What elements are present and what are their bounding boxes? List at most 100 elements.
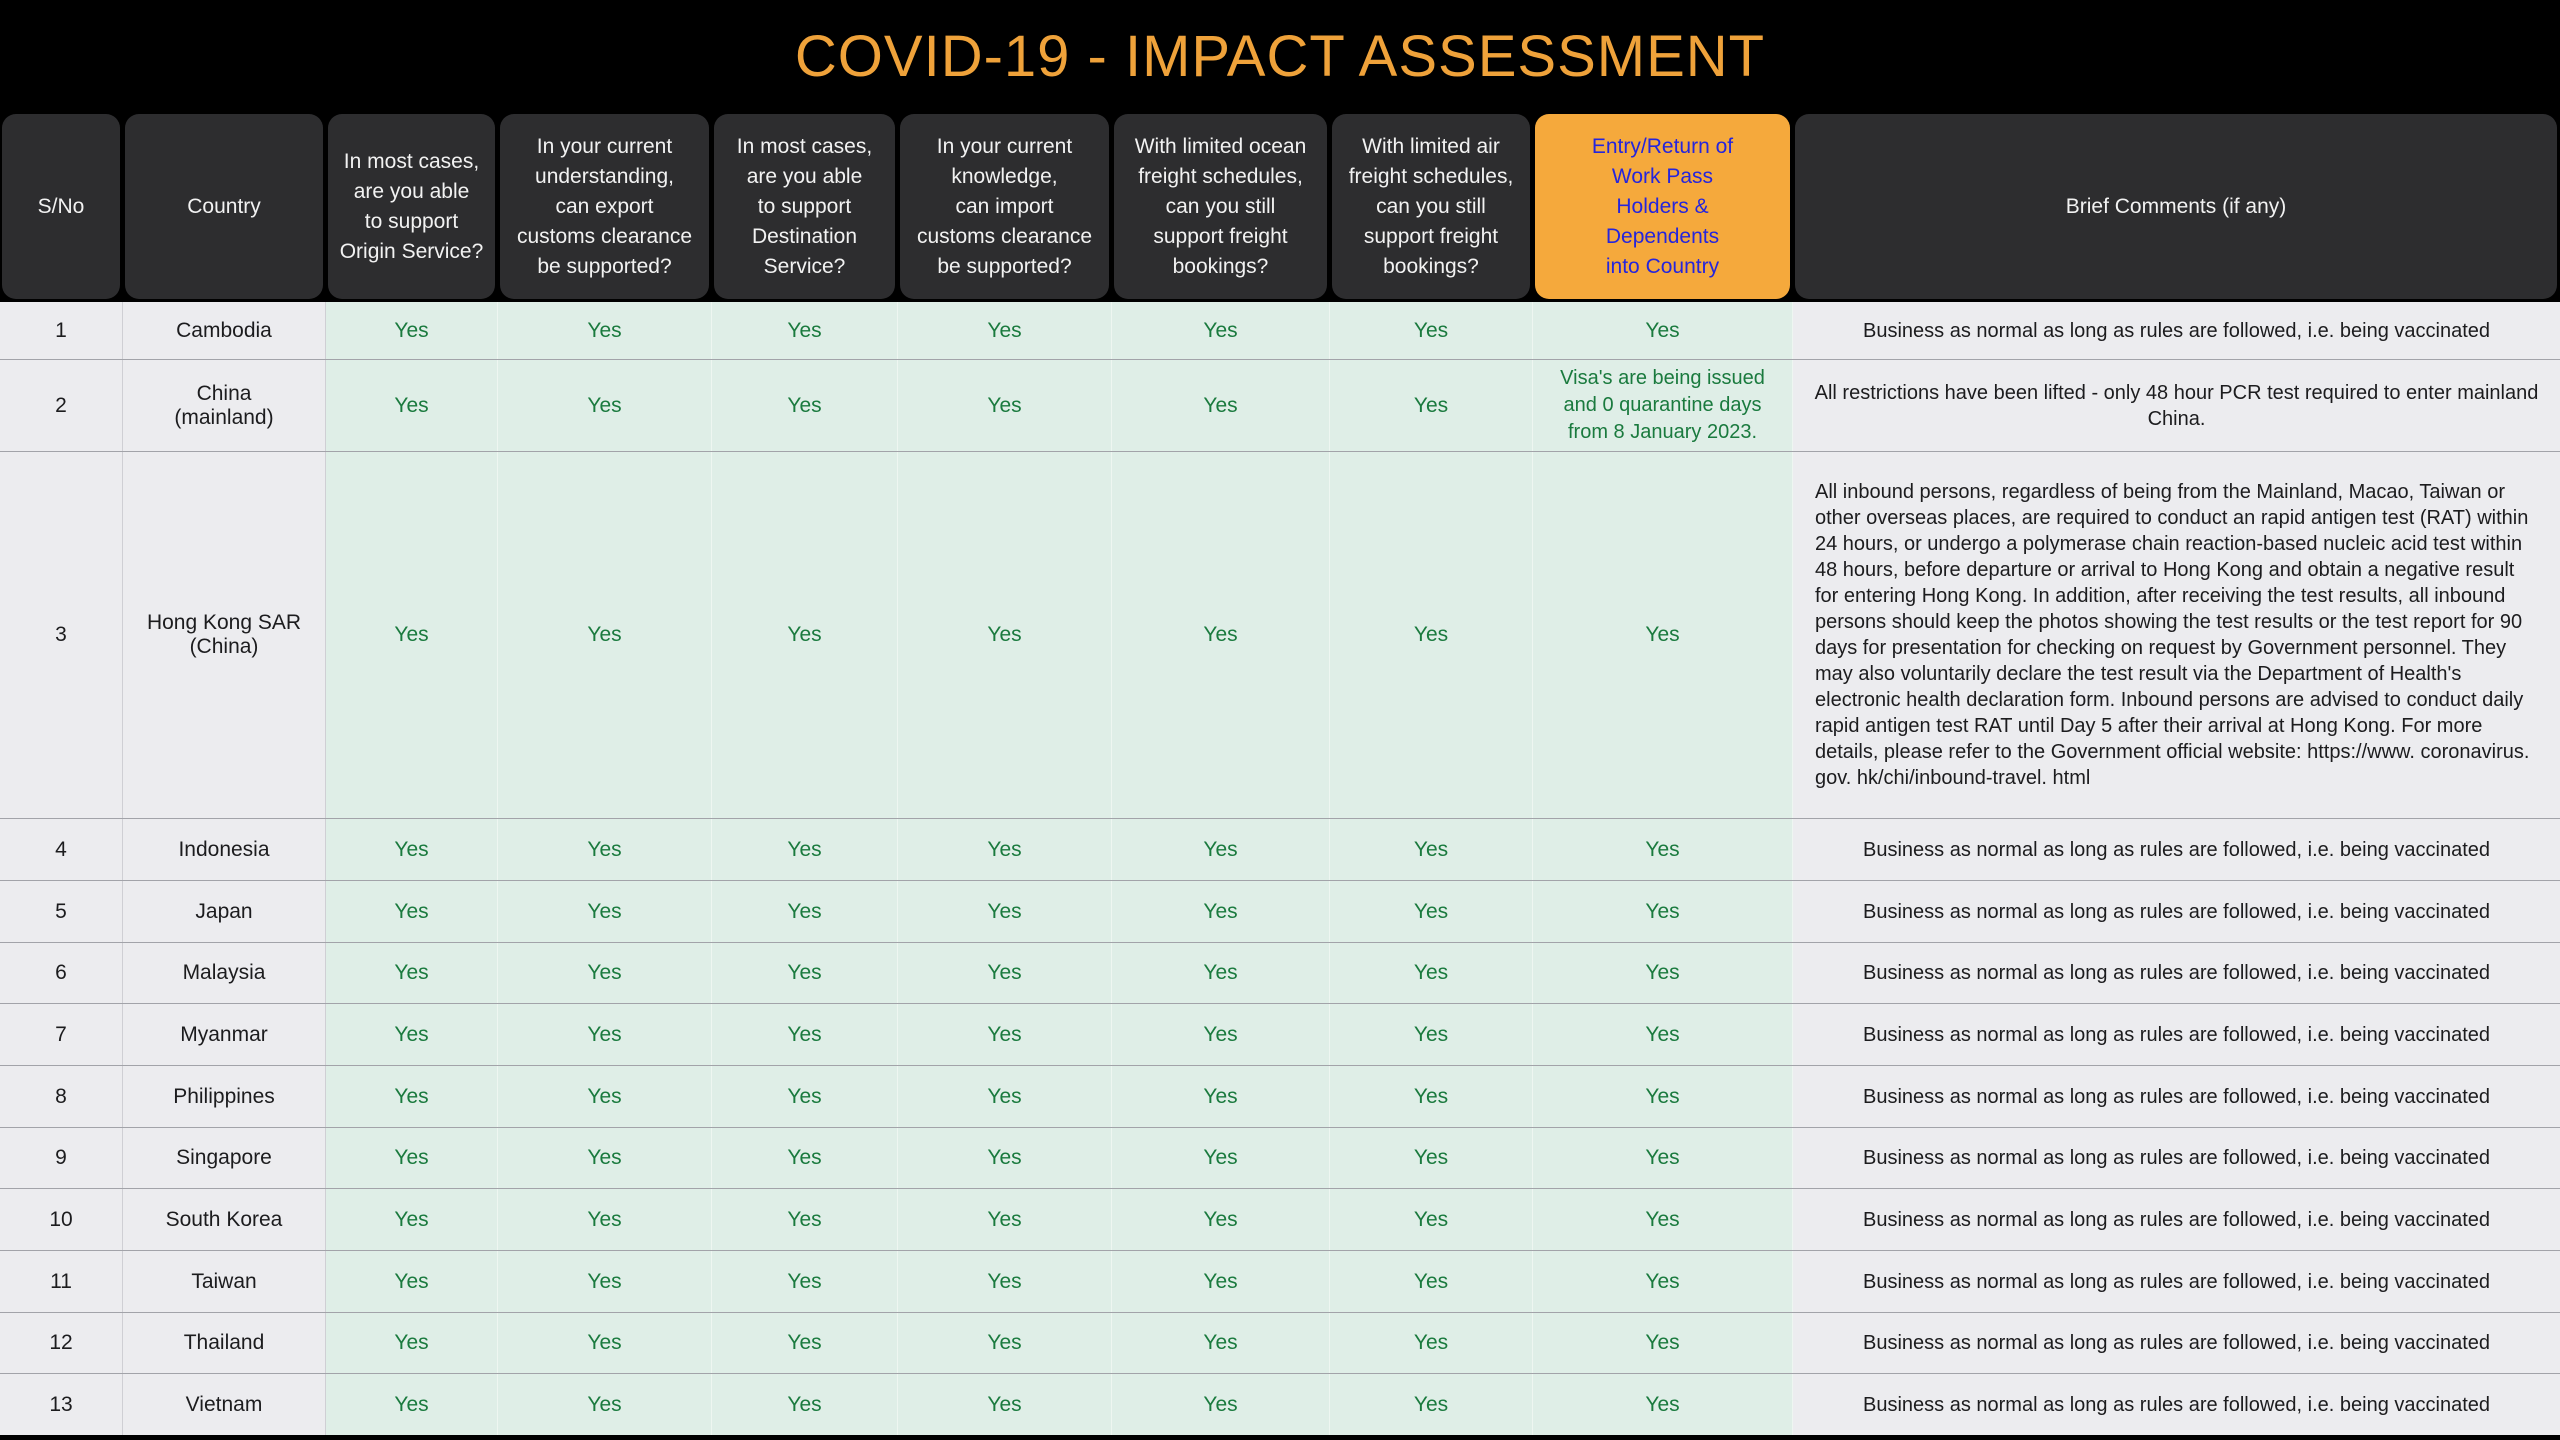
cell-comment: Business as normal as long as rules are … bbox=[1793, 1189, 2560, 1250]
cell-comment: Business as normal as long as rules are … bbox=[1793, 1313, 2560, 1373]
cell-answer: Yes bbox=[898, 819, 1112, 880]
cell-entry-return-status: Yes bbox=[1533, 1128, 1793, 1188]
cell-answer: Yes bbox=[898, 1374, 1112, 1435]
cell-answer: Yes bbox=[326, 1066, 498, 1127]
cell-answer: Yes bbox=[1112, 1066, 1330, 1127]
cell-answer: Yes bbox=[498, 881, 712, 942]
cell-entry-return-status: Yes bbox=[1533, 1004, 1793, 1065]
cell-comment: Business as normal as long as rules are … bbox=[1793, 1128, 2560, 1188]
cell-comment: Business as normal as long as rules are … bbox=[1793, 1004, 2560, 1065]
cell-answer: Yes bbox=[1112, 881, 1330, 942]
cell-answer: Yes bbox=[712, 302, 898, 359]
cell-answer: Yes bbox=[898, 1066, 1112, 1127]
cell-sno: 4 bbox=[0, 819, 123, 880]
cell-answer: Yes bbox=[1330, 943, 1533, 1003]
cell-entry-return-status: Yes bbox=[1533, 1251, 1793, 1312]
cell-answer: Yes bbox=[1330, 881, 1533, 942]
table-row: 3 Hong Kong SAR (China) Yes Yes Yes Yes Yes Yes… bbox=[0, 451, 2560, 818]
cell-answer: Yes bbox=[498, 819, 712, 880]
header-cell-country: Country bbox=[125, 114, 323, 299]
cell-answer: Yes bbox=[1330, 452, 1533, 818]
cell-answer: Yes bbox=[898, 360, 1112, 451]
cell-country: Japan bbox=[123, 881, 326, 942]
cell-answer: Yes bbox=[898, 1128, 1112, 1188]
cell-answer: Yes bbox=[1112, 1374, 1330, 1435]
cell-answer: Yes bbox=[1330, 1189, 1533, 1250]
cell-answer: Yes bbox=[1330, 1313, 1533, 1373]
table-row: 4 Indonesia Yes Yes Yes Yes Yes Yes Yes Business … bbox=[0, 818, 2560, 880]
cell-answer: Yes bbox=[1112, 1189, 1330, 1250]
cell-entry-return-status: Yes bbox=[1533, 1313, 1793, 1373]
cell-answer: Yes bbox=[1330, 1066, 1533, 1127]
cell-country: Thailand bbox=[123, 1313, 326, 1373]
cell-answer: Yes bbox=[712, 1004, 898, 1065]
header-cell-entry_return: Entry/Return of Work Pass Holders & Depe… bbox=[1535, 114, 1790, 299]
cell-answer: Yes bbox=[498, 943, 712, 1003]
cell-answer: Yes bbox=[712, 1313, 898, 1373]
cell-answer: Yes bbox=[498, 1128, 712, 1188]
cell-country: Philippines bbox=[123, 1066, 326, 1127]
cell-answer: Yes bbox=[1330, 1004, 1533, 1065]
table-row: 9 Singapore Yes Yes Yes Yes Yes Yes Yes Business … bbox=[0, 1127, 2560, 1188]
cell-comment: Business as normal as long as rules are … bbox=[1793, 881, 2560, 942]
cell-answer: Yes bbox=[326, 1251, 498, 1312]
cell-answer: Yes bbox=[326, 943, 498, 1003]
cell-answer: Yes bbox=[326, 1374, 498, 1435]
cell-entry-return-status: Yes bbox=[1533, 302, 1793, 359]
cell-entry-return-status: Yes bbox=[1533, 943, 1793, 1003]
cell-answer: Yes bbox=[712, 1066, 898, 1127]
cell-entry-return-status: Yes bbox=[1533, 1374, 1793, 1435]
cell-answer: Yes bbox=[1112, 819, 1330, 880]
cell-entry-return-status: Visa's are being issued and 0 quarantine… bbox=[1533, 360, 1793, 451]
cell-answer: Yes bbox=[498, 1374, 712, 1435]
cell-answer: Yes bbox=[712, 819, 898, 880]
cell-sno: 11 bbox=[0, 1251, 123, 1312]
table-header-row: S/No Country In most cases, are you able t… bbox=[0, 112, 2560, 302]
title-bar: COVID-19 - IMPACT ASSESSMENT bbox=[0, 0, 2560, 112]
cell-answer: Yes bbox=[1112, 943, 1330, 1003]
cell-answer: Yes bbox=[1330, 819, 1533, 880]
cell-country: China (mainland) bbox=[123, 360, 326, 451]
cell-answer: Yes bbox=[326, 819, 498, 880]
cell-answer: Yes bbox=[498, 1189, 712, 1250]
header-cell-air_freight: With limited air freight schedules, can … bbox=[1332, 114, 1530, 299]
header-cell-import_customs: In your current knowledge, can import cu… bbox=[900, 114, 1109, 299]
cell-answer: Yes bbox=[498, 1251, 712, 1312]
cell-country: Hong Kong SAR (China) bbox=[123, 452, 326, 818]
cell-comment: Business as normal as long as rules are … bbox=[1793, 1374, 2560, 1435]
cell-sno: 12 bbox=[0, 1313, 123, 1373]
header-cell-destination_service: In most cases, are you able to support D… bbox=[714, 114, 895, 299]
cell-comment: Business as normal as long as rules are … bbox=[1793, 302, 2560, 359]
cell-country: Myanmar bbox=[123, 1004, 326, 1065]
cell-answer: Yes bbox=[1112, 1313, 1330, 1373]
cell-answer: Yes bbox=[712, 1189, 898, 1250]
cell-answer: Yes bbox=[498, 360, 712, 451]
cell-answer: Yes bbox=[326, 452, 498, 818]
cell-answer: Yes bbox=[326, 360, 498, 451]
cell-answer: Yes bbox=[712, 360, 898, 451]
table-row: 2 China (mainland) Yes Yes Yes Yes Yes Yes Visa'… bbox=[0, 359, 2560, 451]
cell-answer: Yes bbox=[1112, 302, 1330, 359]
cell-answer: Yes bbox=[898, 302, 1112, 359]
cell-entry-return-status: Yes bbox=[1533, 819, 1793, 880]
header-cell-comments: Brief Comments (if any) bbox=[1795, 114, 2557, 299]
cell-entry-return-status: Yes bbox=[1533, 881, 1793, 942]
cell-answer: Yes bbox=[712, 1128, 898, 1188]
cell-country: Cambodia bbox=[123, 302, 326, 359]
cell-answer: Yes bbox=[1112, 1128, 1330, 1188]
cell-answer: Yes bbox=[898, 1189, 1112, 1250]
cell-answer: Yes bbox=[1330, 1128, 1533, 1188]
header-cell-ocean_freight: With limited ocean freight schedules, ca… bbox=[1114, 114, 1327, 299]
table-row: 8 Philippines Yes Yes Yes Yes Yes Yes Yes Busines… bbox=[0, 1065, 2560, 1127]
cell-sno: 9 bbox=[0, 1128, 123, 1188]
table-row: 6 Malaysia Yes Yes Yes Yes Yes Yes Yes Business a… bbox=[0, 942, 2560, 1003]
table-row: 11 Taiwan Yes Yes Yes Yes Yes Yes Yes Business as… bbox=[0, 1250, 2560, 1312]
cell-answer: Yes bbox=[1112, 452, 1330, 818]
table-row: 7 Myanmar Yes Yes Yes Yes Yes Yes Yes Business as… bbox=[0, 1003, 2560, 1065]
cell-answer: Yes bbox=[498, 1004, 712, 1065]
cell-answer: Yes bbox=[326, 1189, 498, 1250]
cell-answer: Yes bbox=[326, 302, 498, 359]
cell-sno: 10 bbox=[0, 1189, 123, 1250]
cell-comment: Business as normal as long as rules are … bbox=[1793, 1066, 2560, 1127]
